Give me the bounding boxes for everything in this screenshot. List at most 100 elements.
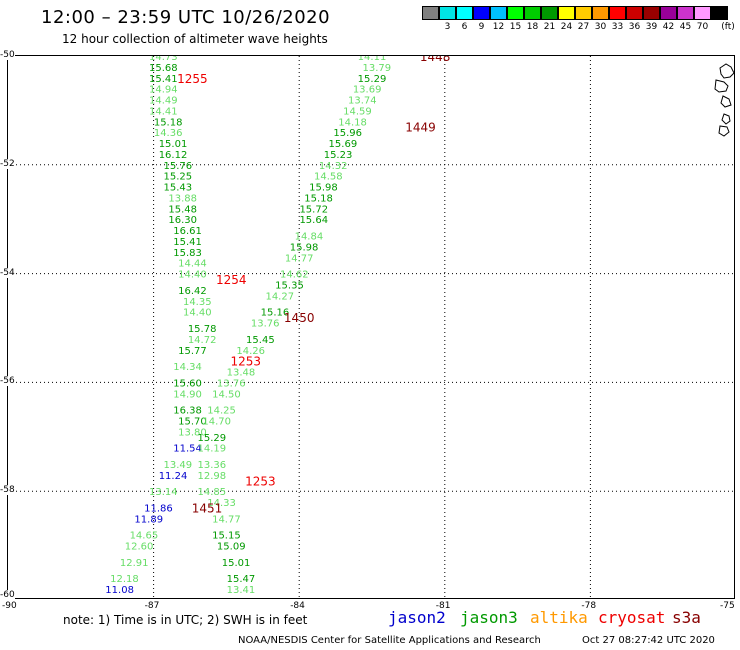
wave-height-label: 14.41 bbox=[149, 106, 178, 117]
legend-swatch bbox=[439, 6, 456, 20]
wave-height-label: 15.09 bbox=[217, 542, 246, 553]
wave-height-label: 15.76 bbox=[164, 161, 193, 172]
time-label: 1255 bbox=[177, 72, 208, 86]
legend-swatch bbox=[456, 6, 473, 20]
time-label: 1448 bbox=[420, 56, 451, 64]
wave-height-label: 15.83 bbox=[173, 248, 202, 259]
legend-label: 42 bbox=[662, 22, 675, 32]
legend-swatch bbox=[660, 6, 677, 20]
latitude-label: -56 bbox=[0, 376, 15, 387]
wave-height-label: 13.69 bbox=[353, 85, 382, 96]
wave-height-label: 15.45 bbox=[246, 335, 275, 346]
wave-height-label: 14.84 bbox=[295, 232, 324, 243]
wave-height-label: 14.19 bbox=[198, 444, 227, 455]
wave-height-label: 13.76 bbox=[251, 319, 280, 330]
wave-height-label: 11.86 bbox=[144, 504, 173, 515]
wave-height-label: 14.85 bbox=[198, 487, 227, 498]
longitude-label: -81 bbox=[435, 601, 451, 611]
legend-label: 70 bbox=[696, 22, 709, 32]
legend-label: 36 bbox=[628, 22, 641, 32]
wave-height-label: 13.76 bbox=[217, 378, 246, 389]
legend-label: 21 bbox=[543, 22, 556, 32]
wave-height-label: 11.08 bbox=[105, 585, 134, 596]
wave-height-label: 13.79 bbox=[363, 63, 392, 74]
wave-height-label: 14.94 bbox=[149, 85, 178, 96]
longitude-label: -87 bbox=[144, 601, 160, 611]
wave-height-label: 14.35 bbox=[183, 297, 212, 308]
wave-height-label: 12.18 bbox=[110, 574, 139, 585]
wave-height-label: 16.12 bbox=[159, 150, 188, 161]
wave-height-label: 16.38 bbox=[173, 406, 202, 417]
legend-label: 12 bbox=[492, 22, 505, 32]
wave-height-label: 11.89 bbox=[134, 514, 163, 525]
legend-label: 18 bbox=[526, 22, 539, 32]
wave-height-label: 11.54 bbox=[173, 444, 202, 455]
wave-height-label: 14.33 bbox=[207, 498, 236, 509]
legend-unit: (ft) bbox=[721, 22, 735, 32]
wave-height-label: 14.49 bbox=[149, 96, 178, 107]
wave-height-label: 14.77 bbox=[285, 253, 314, 264]
legend-swatch bbox=[490, 6, 507, 20]
legend-swatch bbox=[711, 6, 728, 20]
latitude-label: -50 bbox=[0, 50, 15, 60]
wave-height-label: 15.01 bbox=[159, 139, 188, 150]
legend-label: 15 bbox=[509, 22, 522, 32]
legend-label: 30 bbox=[594, 22, 607, 32]
longitude-label: -75 bbox=[720, 601, 735, 611]
longitude-label: -84 bbox=[290, 601, 305, 611]
wave-height-label: 15.69 bbox=[329, 139, 358, 150]
wave-height-label: 15.18 bbox=[304, 193, 333, 204]
legend-swatch bbox=[541, 6, 558, 20]
wave-height-label: 15.72 bbox=[299, 204, 328, 215]
wave-height-label: 15.60 bbox=[173, 378, 202, 389]
legend-swatch bbox=[643, 6, 660, 20]
latitude-label: -54 bbox=[0, 267, 15, 278]
coastline bbox=[720, 95, 732, 108]
wave-height-label: 15.16 bbox=[261, 308, 290, 319]
satellite-s3a: s3a bbox=[672, 608, 701, 627]
wave-height-label: 16.61 bbox=[173, 226, 202, 237]
wave-height-label: 14.34 bbox=[173, 362, 202, 373]
legend-swatch bbox=[677, 6, 694, 20]
legend-label: 39 bbox=[645, 22, 658, 32]
wave-height-label: 15.96 bbox=[333, 128, 362, 139]
coastline bbox=[718, 125, 730, 137]
wave-height-label: 14.27 bbox=[265, 291, 294, 302]
legend-label: 6 bbox=[461, 22, 468, 32]
legend-swatch bbox=[592, 6, 609, 20]
wave-height-label: 15.15 bbox=[212, 531, 241, 542]
wave-height-label: 13.14 bbox=[149, 487, 178, 498]
legend-label: 27 bbox=[577, 22, 590, 32]
wave-height-label: 15.68 bbox=[149, 63, 178, 74]
wave-height-label: 13.80 bbox=[178, 427, 207, 438]
legend-label: 3 bbox=[444, 22, 451, 32]
wave-height-label: 15.64 bbox=[299, 215, 328, 226]
wave-height-label: 12.91 bbox=[120, 558, 149, 569]
wave-height-label: 14.40 bbox=[178, 270, 207, 281]
longitude-label: -78 bbox=[581, 601, 597, 611]
wave-height-label: 14.58 bbox=[314, 172, 343, 183]
latitude-label: -52 bbox=[0, 158, 15, 169]
wave-height-label: 15.29 bbox=[198, 433, 227, 444]
wave-height-label: 14.70 bbox=[202, 416, 231, 427]
coastline bbox=[714, 79, 729, 93]
legend-swatch bbox=[558, 6, 575, 20]
footer-note: note: 1) Time is in UTC; 2) SWH is in fe… bbox=[63, 613, 308, 627]
legend-label: 45 bbox=[679, 22, 692, 32]
wave-height-label: 14.72 bbox=[188, 335, 217, 346]
wave-height-label: 14.25 bbox=[207, 406, 236, 417]
wave-height-label: 15.41 bbox=[149, 74, 178, 85]
map-canvas: 14.7315.6815.4114.9414.4914.4115.1814.36… bbox=[8, 56, 736, 600]
legend-swatch bbox=[507, 6, 524, 20]
legend-label: 33 bbox=[611, 22, 624, 32]
wave-height-label: 13.88 bbox=[168, 193, 197, 204]
footer-timestamp: Oct 27 08:27:42 UTC 2020 bbox=[582, 635, 715, 646]
time-label: 1252 bbox=[255, 599, 286, 600]
map-frame: 14.73 15.68 15.41 14.94 14.49 14.41 15.18 14.36… bbox=[7, 55, 736, 600]
legend-label: 24 bbox=[560, 22, 573, 32]
wave-height-label: 13.36 bbox=[198, 460, 227, 471]
wave-height-label: 14.90 bbox=[173, 389, 202, 400]
wave-height-label: 14.77 bbox=[212, 514, 241, 525]
satellite-altika: altika bbox=[530, 608, 588, 627]
